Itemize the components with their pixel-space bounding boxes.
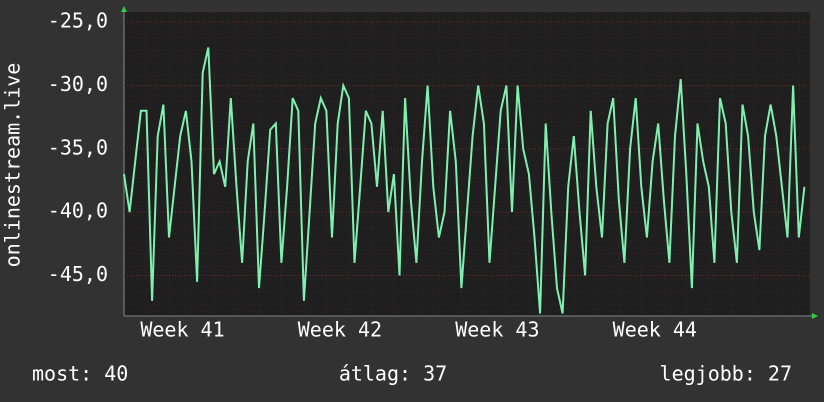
y-tick-label: -30,0 [48,72,108,96]
y-tick-label: -40,0 [48,199,108,223]
data-line [123,47,806,314]
y-arrow [121,6,127,12]
x-tick-label: Week 43 [455,318,539,342]
y-axis-label: onlinestream.live [1,63,25,268]
x-arrow [812,313,818,319]
x-tick-label: Week 42 [298,318,382,342]
x-tick-label: Week 41 [140,318,224,342]
y-tick-label: -45,0 [48,262,108,286]
footer-max: legjobb: 27 [660,362,792,386]
footer-average: átlag: 37 [339,362,447,386]
footer-last: most: 40 [32,362,128,386]
y-tick-label: -25,0 [48,9,108,33]
x-tick-label: Week 44 [613,318,697,342]
y-tick-label: -35,0 [48,135,108,159]
